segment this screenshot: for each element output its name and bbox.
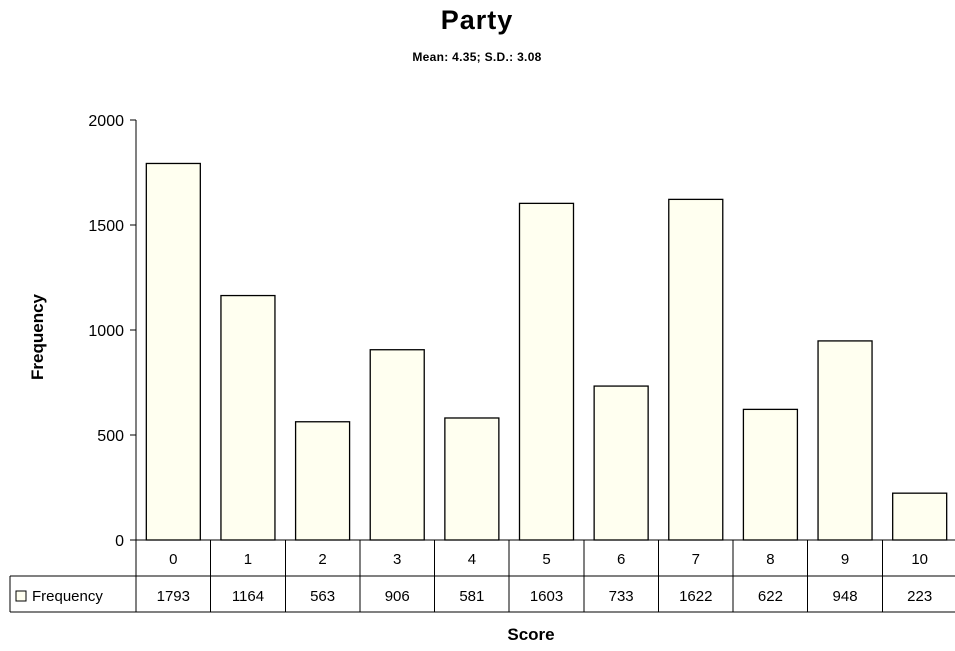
data-label: 1603 <box>530 588 563 605</box>
bar <box>742 408 799 541</box>
bar <box>294 421 351 541</box>
data-label: 906 <box>385 588 410 605</box>
data-label: 563 <box>310 588 335 605</box>
x-tick-label: 7 <box>692 551 700 568</box>
x-tick-label: 1 <box>244 551 252 568</box>
legend-swatch <box>15 590 27 602</box>
x-tick-label: 0 <box>169 551 177 568</box>
data-label: 1622 <box>679 588 712 605</box>
bar <box>220 294 276 541</box>
data-label: 1164 <box>232 588 264 605</box>
data-label: 1793 <box>157 588 190 605</box>
y-axis: 0 500 1000 1500 2000 <box>88 113 137 550</box>
chart-subtitle: Mean: 4.35; S.D.: 3.08 <box>412 50 541 64</box>
y-tick-label: 500 <box>97 428 124 445</box>
y-tick-label: 1000 <box>88 323 124 340</box>
y-tick-label: 1500 <box>88 218 124 235</box>
x-tick-label: 4 <box>468 551 476 568</box>
x-tick-label: 6 <box>617 551 625 568</box>
bar <box>668 198 724 541</box>
bar <box>892 492 948 541</box>
x-tick-label: 3 <box>393 551 401 568</box>
x-tick-label: 8 <box>766 551 774 568</box>
data-label: 581 <box>459 588 484 605</box>
y-axis-label: Frequency <box>28 293 47 380</box>
data-label: 223 <box>907 588 932 605</box>
data-label: 733 <box>609 588 634 605</box>
x-axis-label: Score <box>507 625 554 644</box>
bar <box>593 385 649 541</box>
bars <box>145 162 948 541</box>
x-tick-label: 2 <box>318 551 326 568</box>
x-tick-label: 10 <box>911 551 928 568</box>
data-label: 622 <box>758 588 783 605</box>
x-tick-label: 5 <box>542 551 550 568</box>
bar <box>817 340 873 541</box>
legend-label: Frequency <box>32 588 103 605</box>
data-table: 0 1793 1 1164 2 563 3 906 4 581 5 1603 6 733 7 1622 8 622… <box>9 539 955 613</box>
x-tick-label: 9 <box>841 551 849 568</box>
y-tick-label: 2000 <box>88 113 124 130</box>
chart-title: Party <box>441 5 514 35</box>
bar <box>444 417 500 541</box>
bar <box>369 349 425 541</box>
bar <box>145 162 201 541</box>
data-label: 948 <box>833 588 858 605</box>
bar <box>518 202 575 541</box>
y-tick-label: 0 <box>115 533 124 550</box>
